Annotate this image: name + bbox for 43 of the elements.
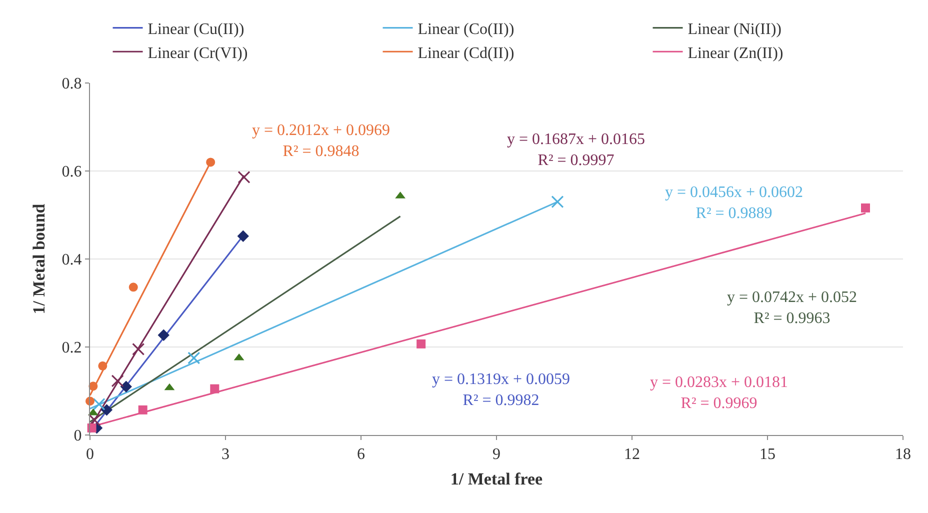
annotation: y = 0.0283x + 0.0181 R² = 0.9969 xyxy=(650,374,788,412)
point xyxy=(551,196,564,208)
y-tick-label: 0.8 xyxy=(62,76,82,93)
x-tick-label: 12 xyxy=(624,446,640,464)
x-tick-label: 15 xyxy=(760,446,776,464)
point xyxy=(188,352,200,364)
annotation: y = 0.1687x + 0.0165 R² = 0.9997 xyxy=(507,131,646,169)
y-axis-title: 1/ Metal bound xyxy=(29,203,48,314)
point xyxy=(111,374,124,388)
point xyxy=(132,342,145,356)
point xyxy=(416,339,426,348)
annotation: y = 0.1319x + 0.0059 R² = 0.9982 xyxy=(432,371,570,409)
x-tick-label: 18 xyxy=(895,446,911,464)
point xyxy=(206,158,216,167)
annotation: y = 0.0742x + 0.052 R² = 0.9963 xyxy=(727,289,858,327)
point xyxy=(210,384,220,394)
x-tick-label: 3 xyxy=(222,446,230,464)
x-axis-title: 1/ Metal free xyxy=(450,470,544,489)
x-tick-label: 9 xyxy=(492,446,500,464)
legend-label: Linear (Cd(II)) xyxy=(418,44,514,62)
point xyxy=(237,230,249,242)
y-tick-label: 0.6 xyxy=(62,164,82,181)
legend-label: Linear (Co(II)) xyxy=(418,21,514,38)
point xyxy=(158,329,170,341)
y-tick-label: 0.2 xyxy=(62,340,82,357)
point xyxy=(120,380,132,392)
y-tick-label: 0.4 xyxy=(62,252,82,269)
point xyxy=(138,405,148,414)
legend-label: Linear (Cu(II)) xyxy=(148,21,244,38)
point xyxy=(98,361,108,370)
annotation: y = 0.2012x + 0.0969 R² = 0.9848 xyxy=(252,122,390,160)
y-tick-label: 0 xyxy=(74,428,82,445)
legend-label: Linear (Ni(II)) xyxy=(688,21,782,38)
legend-label: Linear (Cr(VI)) xyxy=(148,44,248,62)
legend-label: Linear (Zn(II)) xyxy=(688,44,784,62)
point xyxy=(100,404,113,416)
x-tick-label: 0 xyxy=(86,446,94,464)
x-tick-label: 6 xyxy=(357,446,365,464)
annotation: y = 0.0456x + 0.0602 R² = 0.9889 xyxy=(665,184,804,222)
point xyxy=(861,203,870,212)
point xyxy=(92,398,106,410)
point xyxy=(128,282,138,292)
point xyxy=(238,170,250,184)
